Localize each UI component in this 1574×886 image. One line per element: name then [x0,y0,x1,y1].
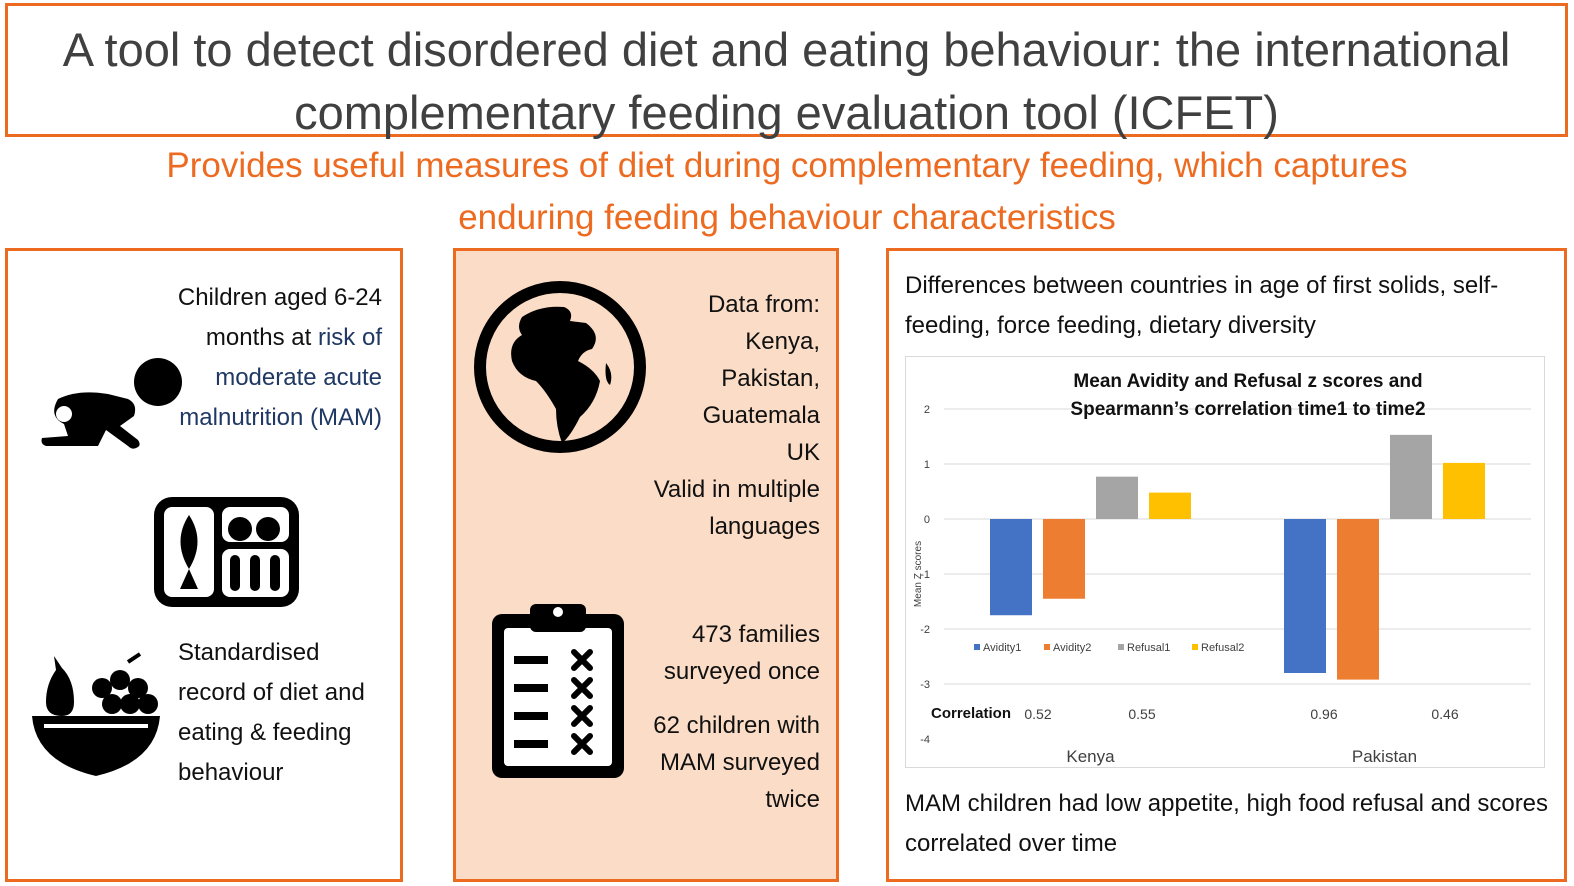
legend-swatch-refusal2 [1192,644,1198,650]
legend-swatch-avidity2 [1044,644,1050,650]
food-tray-icon [154,497,299,607]
globe-icon [474,281,646,453]
bar-avidity2-pakistan [1337,519,1379,680]
y-axis-label: Mean Z scores [913,541,924,607]
y-tick-label: -3 [920,679,930,691]
record-text: Standardised record of diet and eating &… [178,639,365,786]
bar-avidity1-pakistan [1284,519,1326,673]
data-line-3: Guatemala [702,402,820,429]
bar-avidity1-kenya [990,519,1032,616]
mam-text: 62 children with MAM surveyed twice [653,712,820,813]
children-text: Children aged 6-24 months at risk of mod… [110,278,382,438]
y-tick-label: 0 [924,514,930,526]
correlation-label: Correlation [931,705,1011,722]
y-tick-label: -2 [920,624,930,636]
y-tick-label: 2 [924,404,930,416]
data-line-6: languages [709,513,820,540]
bar-avidity2-kenya [1043,519,1085,599]
legend-label-refusal1: Refusal1 [1127,642,1170,654]
chart-container: 2 1 0 -1 -2 -3 -4 Mean Z scores Mean Avidity and… [905,356,1545,768]
subtitle: Provides useful measures of diet during … [166,146,1408,237]
finding-text: MAM children had low appetite, high food… [905,790,1549,857]
bar-refusal2-pakistan [1443,462,1485,519]
category-label-pakistan: Pakistan [1352,747,1417,766]
clipboard-icon [492,604,624,778]
children-highlight: risk of moderate acute malnutrition (MAM… [179,324,382,431]
data-line-0: Data from: [707,291,820,318]
data-line-1: Kenya, [745,328,820,355]
category-label-kenya: Kenya [1066,747,1115,766]
y-tick-label: -4 [920,734,930,746]
bar-refusal2-kenya [1149,492,1191,519]
families-text: 473 families surveyed once [663,621,820,685]
legend-label-avidity1: Avidity1 [983,642,1021,654]
correlation-value-kenya-0: 0.52 [1024,706,1051,722]
correlation-value-kenya-1: 0.55 [1128,706,1155,722]
data-line-5: Valid in multiple [653,476,820,503]
bar-refusal1-kenya [1096,476,1138,519]
legend-swatch-refusal1 [1118,644,1124,650]
y-tick-label: 1 [924,459,930,471]
title-box: A tool to detect disordered diet and eat… [5,3,1568,139]
legend-label-avidity2: Avidity2 [1053,642,1091,654]
children-prefix: Children aged 6-24 months at [177,284,382,351]
crawling-baby-icon [41,358,182,449]
main-title: A tool to detect disordered diet and eat… [62,23,1511,139]
data-from-text: Data from: Kenya, Pakistan, Guatemala UK… [600,286,820,545]
chart-title-line-2: Spearmann’s correlation time1 to time2 [1070,399,1425,420]
legend-swatch-avidity1 [974,644,980,650]
fruit-bowl-icon [32,652,160,776]
differences-text: Differences between countries in age of … [905,272,1499,339]
y-tick-label: -1 [920,569,930,581]
data-line-4: UK [786,439,820,466]
chart-title-line-1: Mean Avidity and Refusal z scores and [1073,371,1422,392]
correlation-value-pakistan-0: 0.96 [1310,706,1337,722]
data-line-2: Pakistan, [721,365,820,392]
correlation-value-pakistan-1: 0.46 [1431,706,1458,722]
bar-chart: 2 1 0 -1 -2 -3 -4 Mean Z scores Mean Avidity and… [913,371,1531,766]
bar-refusal1-pakistan [1390,434,1432,519]
legend-label-refusal2: Refusal2 [1201,642,1244,654]
